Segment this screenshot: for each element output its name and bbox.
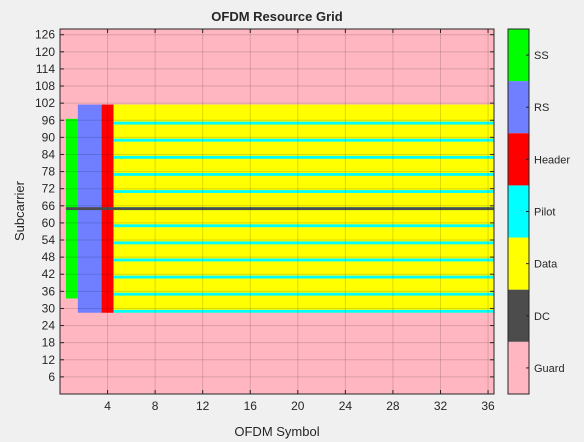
y-tick-label: 54 (42, 233, 56, 247)
x-tick-labels: 4 8 12 16 20 24 28 32 36 (104, 399, 495, 413)
colorbar-label-rs: RS (534, 102, 549, 114)
x-tick-label: 8 (152, 399, 159, 413)
y-tick-labels: 6 12 18 24 30 36 42 48 54 60 66 72 78 84 90 96 102 108 114… (35, 28, 55, 384)
x-tick-label: 36 (481, 399, 495, 413)
colorbar-label-header: Header (534, 154, 570, 166)
colorbar-swatch-rs (508, 81, 529, 134)
pilot-row (113, 275, 495, 279)
colorbar-swatch-data (508, 237, 529, 290)
colorbar-label-guard: Guard (534, 363, 565, 375)
y-tick-label: 120 (35, 45, 55, 59)
y-tick-label: 90 (42, 130, 56, 144)
pilot-row (113, 241, 495, 245)
y-tick-label: 66 (42, 199, 56, 213)
colorbar-swatch-guard (508, 341, 529, 394)
pilot-row (113, 155, 495, 159)
y-tick-label: 126 (35, 28, 55, 42)
plot-area (59, 28, 495, 395)
y-tick-label: 30 (42, 301, 56, 315)
x-tick-label: 16 (244, 399, 258, 413)
pilot-row (113, 190, 495, 193)
colorbar-label-ss: SS (534, 50, 549, 62)
chart-title: OFDM Resource Grid (211, 9, 343, 24)
y-tick-label: 48 (42, 250, 56, 264)
y-tick-label: 102 (35, 96, 55, 110)
y-tick-label: 6 (48, 370, 55, 384)
pilot-row (113, 309, 495, 313)
pilot-row (113, 258, 495, 262)
pilot-row (113, 121, 495, 125)
dc-row (65, 207, 495, 211)
y-tick-label: 42 (42, 267, 56, 281)
y-tick-label: 114 (36, 62, 55, 76)
pilot-row (113, 173, 495, 176)
colorbar-label-pilot: Pilot (534, 207, 555, 219)
colorbar-swatch-dc (508, 289, 529, 342)
colorbar-frame (507, 28, 530, 395)
colorbar-swatch-header (508, 133, 529, 186)
x-tick-label: 4 (104, 399, 111, 413)
x-tick-label: 24 (339, 399, 353, 413)
colorbar-labels: SS RS Header Pilot Data DC Guard (534, 50, 570, 375)
x-tick-label: 32 (434, 399, 448, 413)
y-axis-label: Subcarrier (12, 180, 27, 241)
x-tick-label: 20 (291, 399, 305, 413)
colorbar-swatch-pilot (508, 185, 529, 238)
y-tick-label: 108 (35, 79, 55, 93)
y-tick-label: 96 (42, 113, 56, 127)
colorbar (507, 28, 530, 395)
y-tick-label: 78 (42, 165, 56, 179)
pilot-row (113, 138, 495, 142)
colorbar-label-dc: DC (534, 311, 550, 323)
pilot-row (113, 292, 495, 296)
x-axis-label: OFDM Symbol (234, 424, 319, 439)
y-tick-label: 12 (42, 353, 56, 367)
x-tick-label: 28 (386, 399, 400, 413)
y-tick-label: 36 (42, 284, 56, 298)
y-tick-label: 24 (42, 319, 56, 333)
y-tick-label: 84 (42, 147, 56, 161)
colorbar-label-data: Data (534, 259, 558, 271)
y-tick-label: 72 (42, 182, 56, 196)
pilot-row (113, 224, 495, 228)
x-tick-label: 12 (196, 399, 210, 413)
y-tick-label: 60 (42, 216, 56, 230)
axes-frame (59, 28, 495, 395)
y-tick-label: 18 (42, 336, 56, 350)
colorbar-swatch-ss (508, 29, 529, 82)
grid-lines (60, 29, 494, 394)
